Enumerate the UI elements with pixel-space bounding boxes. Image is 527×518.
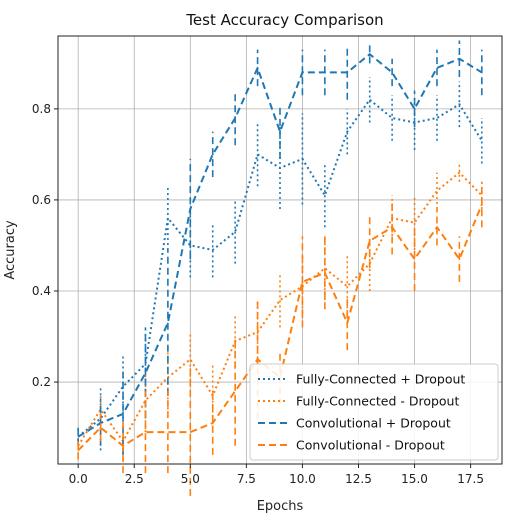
series-layer bbox=[77, 40, 483, 496]
x-tick-label: 2.5 bbox=[125, 472, 144, 486]
axis-ticks: 0.0 2.5 5.0 7.5 10.0 12.5 15.0 17.5 0.2 0.4 0.6 0.8 bbox=[32, 102, 484, 486]
series-4 bbox=[77, 181, 483, 496]
legend-label: Convolutional + Dropout bbox=[296, 416, 451, 431]
x-tick-label: 17.5 bbox=[457, 472, 484, 486]
x-tick-label: 5.0 bbox=[181, 472, 200, 486]
y-axis-label: Accuracy bbox=[3, 220, 18, 280]
legend-label: Convolutional - Dropout bbox=[296, 438, 445, 453]
y-tick-label: 0.2 bbox=[32, 375, 51, 389]
x-tick-label: 12.5 bbox=[345, 472, 372, 486]
legend: Fully-Connected + Dropout Fully-Connected… bbox=[249, 363, 499, 461]
y-tick-label: 0.4 bbox=[32, 284, 51, 298]
chart-title: Test Accuracy Comparison bbox=[185, 11, 383, 29]
x-tick-label: 10.0 bbox=[289, 472, 316, 486]
y-tick-label: 0.6 bbox=[32, 193, 51, 207]
plot-frame bbox=[57, 35, 503, 465]
x-tick-label: 15.0 bbox=[401, 472, 428, 486]
legend-label: Fully-Connected + Dropout bbox=[296, 372, 465, 387]
x-tick-label: 0.0 bbox=[69, 472, 88, 486]
y-tick-label: 0.8 bbox=[32, 102, 51, 116]
x-axis-label: Epochs bbox=[257, 499, 304, 514]
legend-box bbox=[249, 363, 499, 461]
x-tick-label: 7.5 bbox=[237, 472, 256, 486]
legend-label: Fully-Connected - Dropout bbox=[296, 394, 459, 409]
